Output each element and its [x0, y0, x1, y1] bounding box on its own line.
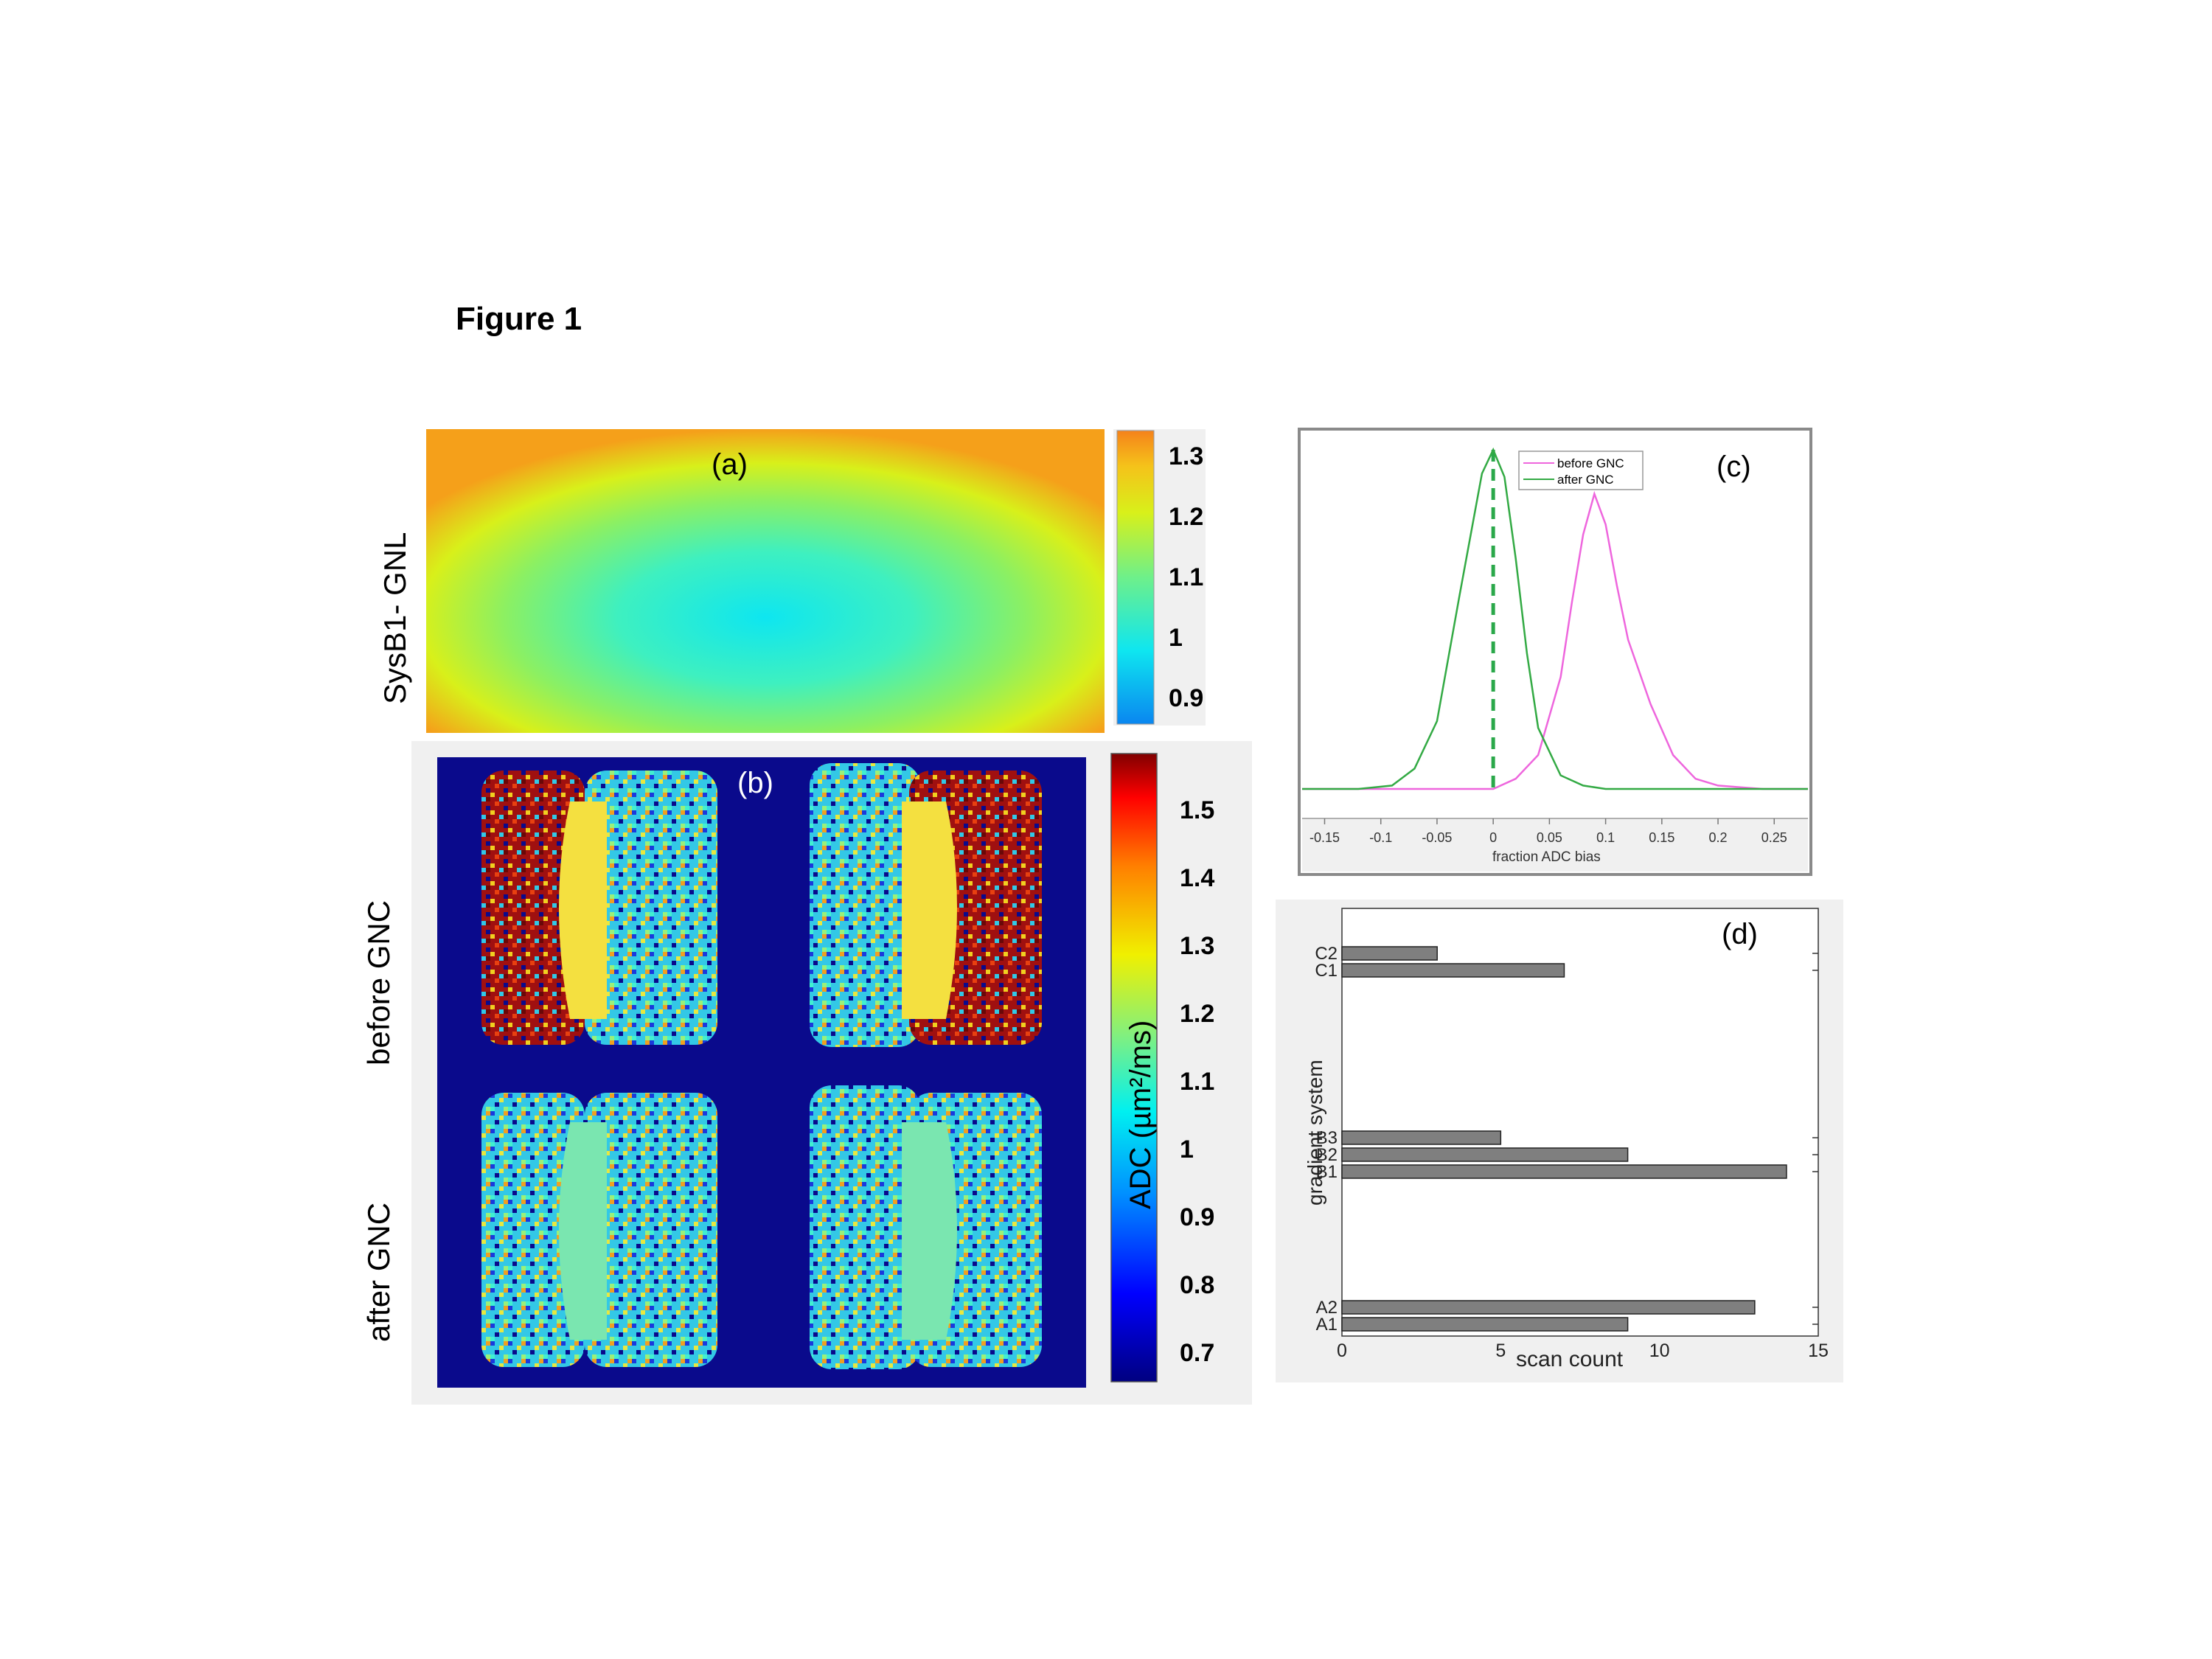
colorbar-b: [1110, 753, 1158, 1382]
bar: [1341, 1300, 1756, 1315]
panel-a-ylabel: SysB1- GNL: [378, 532, 412, 704]
legend-entry: after GNC: [1557, 473, 1614, 487]
panel-a-label: (a): [712, 448, 748, 481]
x-tick-label: 0.2: [1709, 830, 1728, 845]
y-tick-label: B3: [1316, 1128, 1338, 1148]
panel-d-label: (d): [1722, 918, 1758, 950]
colorbar-a-tick: 0.9: [1169, 684, 1204, 712]
colorbar-b-tick: 0.7: [1180, 1339, 1215, 1367]
y-tick-label: B2: [1316, 1145, 1338, 1165]
colorbar-a-tick: 1.3: [1169, 442, 1204, 470]
y-tick-label: C1: [1315, 961, 1338, 981]
bar: [1341, 1164, 1787, 1179]
bar: [1341, 1130, 1502, 1145]
figure-title: Figure 1: [456, 301, 582, 337]
panel-b-row-label-after: after GNC: [361, 1202, 396, 1342]
colorbar-b-tick: 1.1: [1180, 1068, 1215, 1096]
panel-c-label: (c): [1717, 451, 1751, 483]
x-tick-label: 0.1: [1596, 830, 1615, 845]
colorbar-a-tick: 1: [1169, 624, 1183, 652]
x-tick-label: 0: [1337, 1340, 1347, 1361]
x-tick-label: 0.25: [1761, 830, 1787, 845]
bar: [1341, 1317, 1629, 1332]
legend-entry: before GNC: [1557, 456, 1624, 470]
y-tick-label: A2: [1316, 1298, 1338, 1318]
x-tick-label: 10: [1649, 1340, 1670, 1361]
colorbar-a-tick: 1.1: [1169, 563, 1204, 591]
colorbar-b-tick: 1: [1180, 1135, 1194, 1164]
series-after-gnc: [1302, 447, 1808, 790]
colorbar-b-tick: 1.4: [1180, 864, 1215, 892]
colorbar-b-label: ADC (µm²/ms): [1124, 1020, 1157, 1209]
x-tick-label: 0.05: [1537, 830, 1562, 845]
x-tick-label: 5: [1495, 1340, 1506, 1361]
panel-d-ylabel: gradient system: [1304, 1060, 1326, 1206]
colorbar-a-tick: 1.2: [1169, 503, 1204, 531]
x-tick-label: 15: [1808, 1340, 1829, 1361]
panel-b-row-label-before: before GNC: [361, 900, 396, 1065]
panel-d-xlabel: scan count: [1516, 1347, 1624, 1371]
x-tick-label: 0.15: [1649, 830, 1674, 845]
colorbar-b-tick: 1.3: [1180, 932, 1215, 960]
x-tick-label: -0.15: [1310, 830, 1340, 845]
panel-b-label: (b): [737, 767, 773, 799]
bar: [1341, 946, 1438, 961]
gnl-map: [426, 429, 1105, 733]
panel-c-xlabel: fraction ADC bias: [1492, 849, 1601, 865]
legend: before GNC after GNC: [1518, 451, 1644, 490]
adc-map-after: [481, 1085, 1042, 1369]
colorbar-b-tick: 0.8: [1180, 1271, 1215, 1299]
colorbar-a: [1116, 430, 1155, 725]
x-tick-label: -0.1: [1369, 830, 1392, 845]
y-tick-label: A1: [1316, 1315, 1338, 1335]
colorbar-b-tick: 1.5: [1180, 796, 1215, 824]
x-tick-label: -0.05: [1422, 830, 1452, 845]
adc-map-before: [481, 763, 1042, 1047]
panel-c-chart: -0.15 -0.1 -0.05 0 0.05 0.1 0.15 0.2 0.25 before…: [1298, 428, 1812, 876]
bar: [1341, 963, 1565, 978]
y-tick-label: C2: [1315, 944, 1338, 964]
series-before-gnc: [1302, 490, 1808, 790]
bar: [1341, 1147, 1629, 1162]
colorbar-b-tick: 1.2: [1180, 1000, 1215, 1028]
colorbar-b-tick: 0.9: [1180, 1203, 1215, 1231]
panel-b-adc-maps: [437, 757, 1086, 1388]
x-tick-label: 0: [1489, 830, 1497, 845]
y-tick-label: B1: [1316, 1162, 1338, 1182]
panel-a: [426, 429, 1206, 733]
